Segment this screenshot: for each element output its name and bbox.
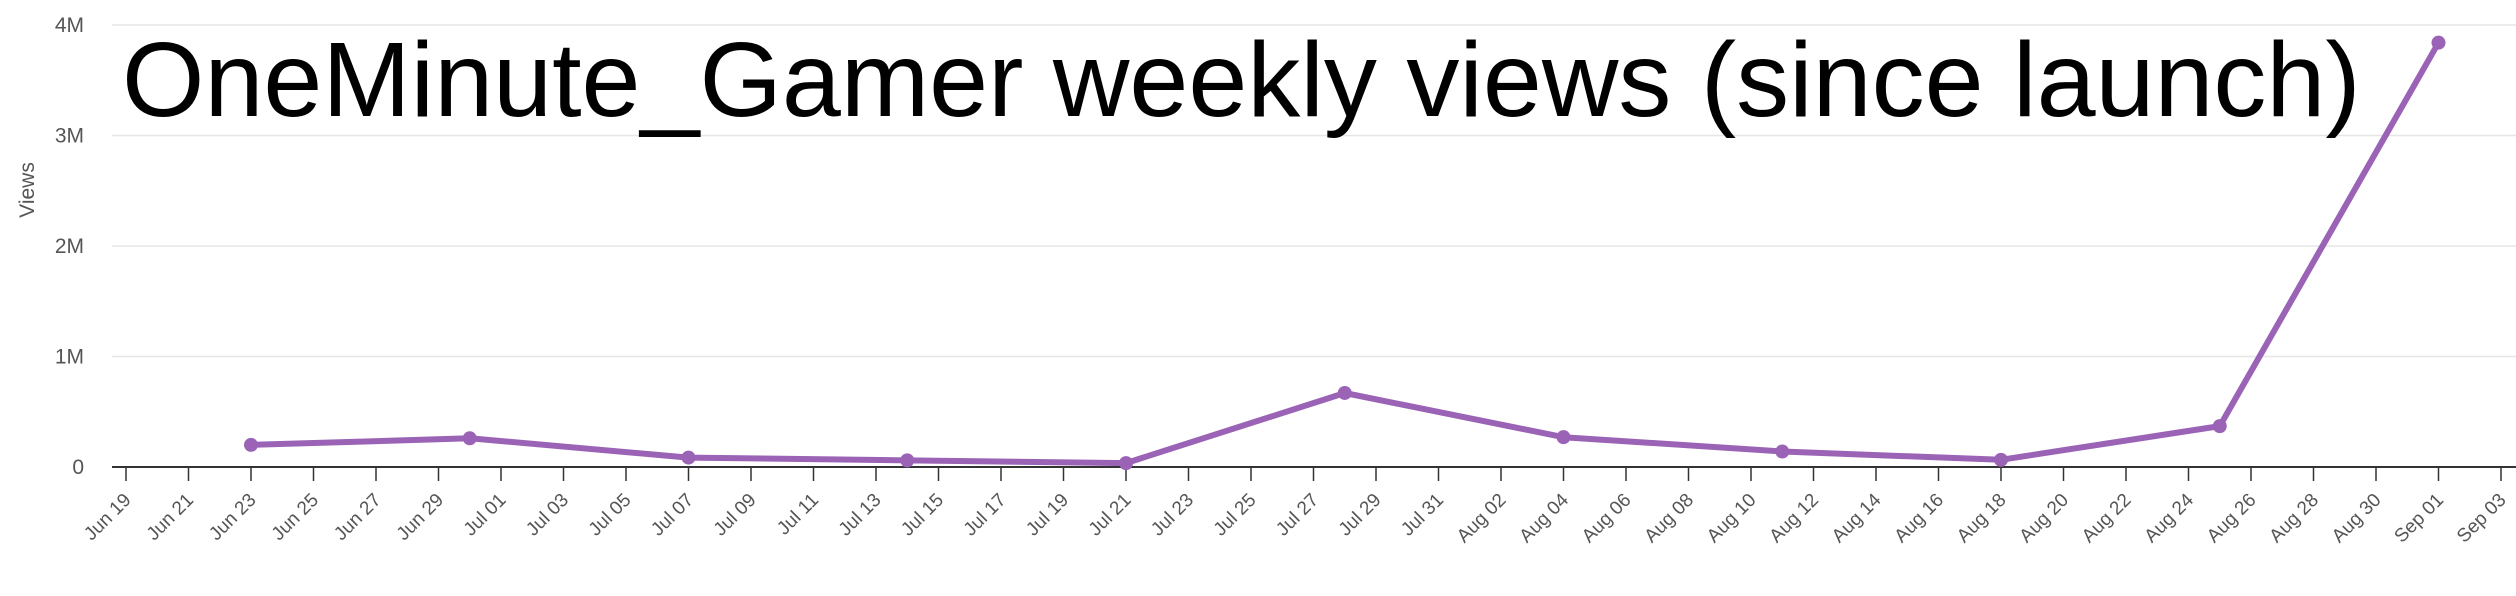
x-tick-label: Jul 15 — [897, 490, 948, 541]
y-tick-label: 0 — [72, 456, 84, 479]
x-tick-label: Jul 19 — [1022, 490, 1073, 541]
data-point — [1119, 456, 1133, 471]
x-tick-label: Aug 16 — [1891, 490, 1948, 547]
data-point — [1337, 385, 1352, 400]
x-tick-label: Aug 04 — [1516, 489, 1574, 547]
x-tick-label: Sep 01 — [2391, 490, 2448, 547]
x-tick-label: Sep 03 — [2453, 490, 2510, 547]
series — [244, 35, 2446, 471]
x-tick-label: Aug 02 — [1453, 490, 1510, 547]
x-tick-label: Aug 14 — [1828, 489, 1886, 547]
x-tick-label: Jul 05 — [585, 490, 636, 541]
data-point — [2212, 419, 2227, 434]
x-tick-label: Jul 09 — [710, 490, 761, 541]
y-tick-labels: 0 1M 2M 3M 4M — [55, 14, 84, 479]
x-tick-label: Jul 07 — [647, 490, 698, 541]
chart-title: OneMinute_Gamer weekly views (since laun… — [122, 21, 2361, 139]
x-tick-label: Jul 29 — [1335, 490, 1386, 541]
x-tick-label: Aug 18 — [1953, 490, 2010, 547]
x-tick-label: Jun 19 — [80, 490, 135, 545]
x-tick-label: Jul 27 — [1272, 490, 1323, 541]
grid-lines — [112, 24, 2516, 358]
x-tick-label: Aug 20 — [2016, 490, 2073, 547]
data-point — [462, 431, 477, 446]
x-tick-label: Jul 17 — [960, 490, 1011, 541]
x-tick-labels: Jun 19 Jun 21 Jun 23 Jun 25 Jun 27 Jun 29 Jul … — [80, 489, 2510, 547]
x-tick-label: Aug 24 — [2141, 489, 2199, 547]
x-tick-label: Jul 25 — [1210, 490, 1261, 541]
x-tick-label: Jun 23 — [205, 490, 260, 545]
x-tick-label: Jul 21 — [1085, 490, 1136, 541]
data-point — [2431, 35, 2446, 50]
y-tick-label: 1M — [55, 346, 84, 369]
x-tick-label: Aug 12 — [1766, 490, 1823, 547]
y-tick-label: 2M — [55, 235, 84, 258]
x-tick-label: Jul 31 — [1397, 490, 1448, 541]
x-tick-label: Jul 11 — [773, 490, 823, 540]
x-tick-label: Jul 01 — [460, 490, 511, 541]
data-point — [681, 450, 696, 465]
x-tick-label: Jul 13 — [835, 490, 886, 541]
x-tick-label: Jul 23 — [1147, 490, 1198, 541]
x-tick-label: Aug 26 — [2203, 490, 2260, 547]
y-axis-label: Views — [16, 162, 39, 218]
x-tick-label: Aug 28 — [2266, 490, 2323, 547]
x-tick-label: Aug 08 — [1641, 490, 1698, 547]
x-tick-label: Aug 22 — [2078, 490, 2135, 547]
x-tick-label: Jun 27 — [330, 490, 385, 545]
data-point — [1556, 430, 1571, 445]
x-tick-label: Jun 29 — [393, 490, 448, 545]
x-tick-label: Aug 06 — [1578, 490, 1635, 547]
y-tick-label: 4M — [55, 14, 84, 37]
x-tick-label: Jun 21 — [143, 490, 198, 545]
data-point — [244, 437, 258, 452]
y-tick-label: 3M — [55, 125, 84, 148]
axes — [112, 466, 2516, 481]
data-point — [1775, 444, 1790, 459]
x-tick-label: Aug 10 — [1703, 490, 1760, 547]
x-tick-label: Jul 03 — [522, 490, 573, 541]
x-tick-label: Jun 25 — [268, 490, 323, 545]
x-tick-label: Aug 30 — [2328, 490, 2385, 547]
data-point — [1994, 452, 2008, 467]
data-point — [900, 453, 915, 468]
